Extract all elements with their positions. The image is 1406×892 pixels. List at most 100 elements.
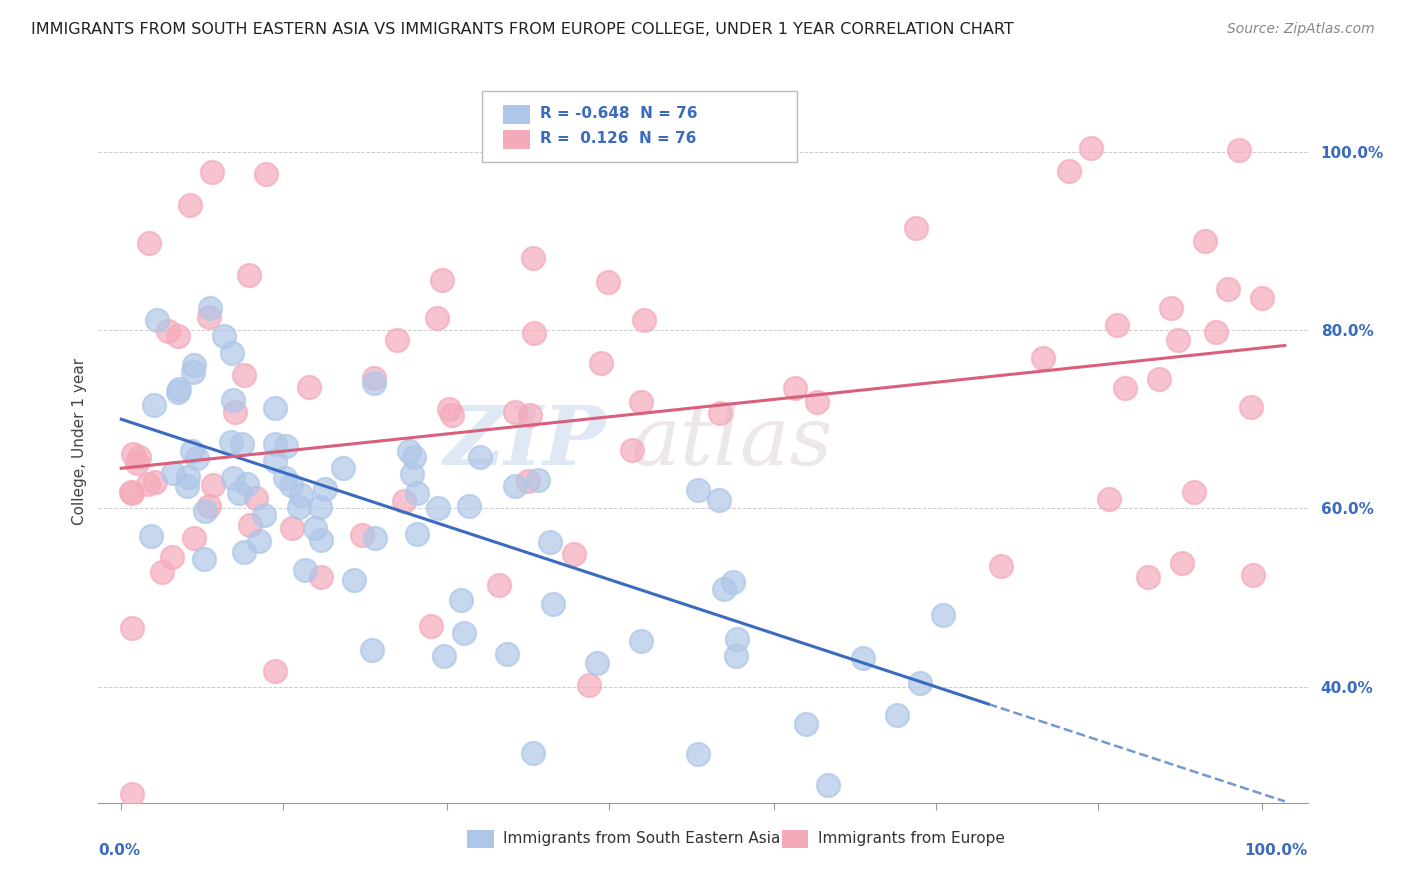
Point: [138, 236, 160, 251]
Point: [180, 444, 202, 458]
FancyBboxPatch shape: [503, 105, 530, 124]
Point: [688, 747, 710, 761]
Text: Immigrants from South Eastern Asia: Immigrants from South Eastern Asia: [503, 831, 780, 847]
Point: [145, 312, 167, 326]
Point: [686, 483, 709, 497]
Point: [361, 643, 384, 657]
Point: [309, 500, 332, 515]
Point: [1057, 164, 1080, 178]
Point: [1160, 301, 1182, 316]
Point: [522, 251, 544, 265]
Point: [150, 566, 173, 580]
Point: [363, 370, 385, 384]
Point: [437, 401, 460, 416]
Point: [470, 450, 492, 464]
Point: [222, 392, 245, 407]
Point: [364, 531, 387, 545]
Text: 100.0%: 100.0%: [1244, 843, 1308, 857]
Point: [1098, 491, 1121, 506]
Point: [620, 442, 643, 457]
Point: [908, 675, 931, 690]
Point: [519, 408, 541, 422]
Point: [427, 500, 450, 515]
Point: [1114, 381, 1136, 395]
Point: [1032, 351, 1054, 365]
Point: [212, 329, 235, 343]
Point: [1167, 333, 1189, 347]
Point: [145, 475, 167, 489]
Text: atlas: atlas: [630, 401, 832, 482]
Point: [280, 478, 302, 492]
Point: [852, 650, 875, 665]
Point: [201, 165, 224, 179]
Point: [264, 454, 287, 468]
Point: [186, 451, 208, 466]
Point: [198, 310, 221, 324]
Point: [457, 499, 479, 513]
Point: [314, 482, 336, 496]
Point: [398, 444, 420, 458]
Point: [139, 529, 162, 543]
Point: [198, 500, 221, 514]
Point: [488, 578, 510, 592]
Point: [794, 717, 817, 731]
Point: [1194, 234, 1216, 248]
Point: [385, 333, 408, 347]
Point: [440, 408, 463, 422]
Point: [633, 313, 655, 327]
Point: [221, 345, 243, 359]
Point: [309, 533, 332, 547]
Point: [121, 486, 143, 500]
Point: [630, 395, 652, 409]
Point: [350, 527, 373, 541]
Point: [904, 221, 927, 235]
Point: [1239, 400, 1261, 414]
Point: [276, 439, 298, 453]
Point: [273, 471, 295, 485]
Point: [709, 493, 731, 508]
Text: R = -0.648  N = 76: R = -0.648 N = 76: [540, 106, 697, 121]
Point: [162, 549, 184, 564]
Point: [453, 625, 475, 640]
Point: [128, 450, 150, 464]
Point: [1205, 325, 1227, 339]
Point: [363, 376, 385, 390]
Point: [402, 450, 425, 465]
Point: [221, 435, 243, 450]
Point: [1080, 141, 1102, 155]
Point: [783, 381, 806, 395]
Point: [167, 382, 190, 396]
Point: [1182, 485, 1205, 500]
FancyBboxPatch shape: [467, 830, 494, 848]
Point: [157, 324, 180, 338]
Point: [162, 466, 184, 480]
Point: [990, 558, 1012, 573]
Point: [709, 406, 731, 420]
Point: [578, 678, 600, 692]
Point: [122, 447, 145, 461]
Point: [202, 478, 225, 492]
Point: [198, 301, 221, 315]
Text: Immigrants from Europe: Immigrants from Europe: [818, 831, 1005, 847]
Point: [517, 475, 540, 489]
Point: [433, 649, 456, 664]
Text: IMMIGRANTS FROM SOUTH EASTERN ASIA VS IMMIGRANTS FROM EUROPE COLLEGE, UNDER 1 YE: IMMIGRANTS FROM SOUTH EASTERN ASIA VS IM…: [31, 22, 1014, 37]
Point: [245, 491, 267, 505]
Point: [228, 485, 250, 500]
Point: [1136, 570, 1159, 584]
Point: [224, 405, 246, 419]
Point: [450, 592, 472, 607]
Point: [177, 469, 200, 483]
FancyBboxPatch shape: [782, 830, 808, 848]
Point: [264, 401, 287, 416]
Point: [817, 778, 839, 792]
Point: [589, 356, 612, 370]
FancyBboxPatch shape: [482, 91, 797, 162]
Point: [167, 328, 190, 343]
Point: [586, 656, 609, 670]
Text: ZIP: ZIP: [444, 401, 606, 482]
Point: [420, 619, 443, 633]
Point: [194, 503, 217, 517]
Point: [125, 456, 148, 470]
Point: [432, 273, 454, 287]
